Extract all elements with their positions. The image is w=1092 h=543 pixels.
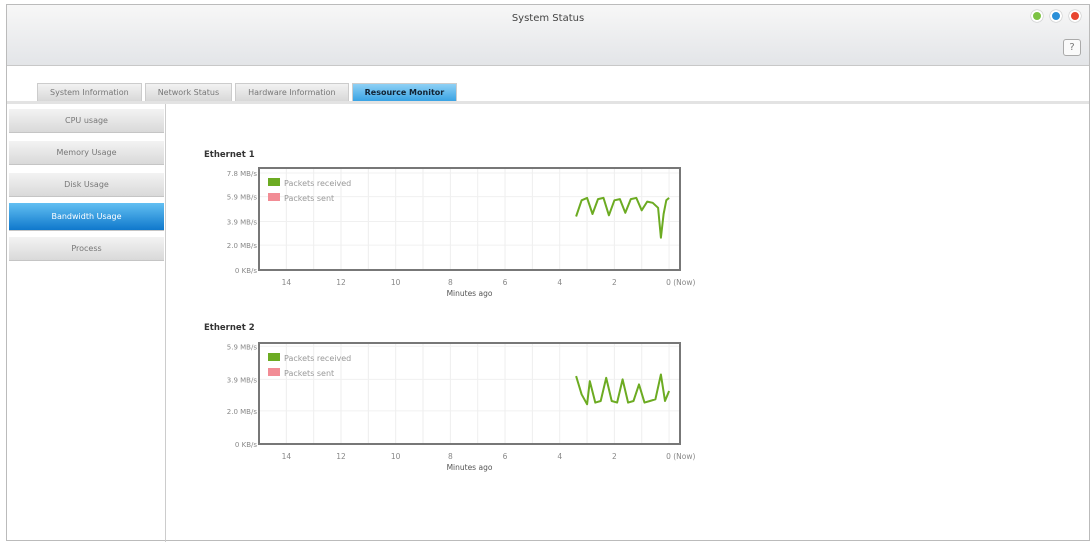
title-bar: System Status ?	[7, 5, 1089, 66]
x-tick-label: 8	[448, 278, 453, 287]
series-line-packets-received	[575, 196, 670, 239]
x-tick-label: 2	[612, 278, 617, 287]
x-tick-label: 4	[557, 278, 562, 287]
close-icon[interactable]	[1069, 10, 1081, 22]
sidebar-item-process[interactable]: Process	[9, 237, 164, 261]
x-tick-label: 12	[336, 278, 346, 287]
plot-border	[258, 167, 681, 271]
chart-title-ethernet-2: Ethernet 2	[204, 323, 255, 333]
sidebar-item-bandwidth-usage[interactable]: Bandwidth Usage	[9, 203, 164, 231]
tab-divider	[7, 101, 1089, 104]
plot-area	[259, 168, 680, 270]
x-tick-label: 6	[503, 278, 508, 287]
sidebar: CPU usage Memory Usage Disk Usage Bandwi…	[9, 104, 166, 542]
system-status-window: System Status ? System Information Netwo…	[6, 4, 1090, 542]
tab-bar: System Information Network Status Hardwa…	[37, 83, 458, 101]
sidebar-item-cpu-usage[interactable]: CPU usage	[9, 109, 164, 133]
legend-swatch	[268, 178, 280, 186]
y-tick-label: 3.9 MB/s	[227, 218, 258, 226]
maximize-icon[interactable]	[1050, 10, 1062, 22]
chart-title-ethernet-1: Ethernet 1	[204, 150, 255, 160]
x-tick-label: 10	[391, 278, 401, 287]
x-axis-label: Minutes ago	[447, 289, 493, 298]
y-tick-label: 7.8 MB/s	[227, 170, 258, 178]
y-tick-label: 0 KB/s	[235, 267, 257, 275]
tab-resource-monitor[interactable]: Resource Monitor	[351, 83, 458, 101]
tab-hardware-information[interactable]: Hardware Information	[235, 83, 349, 101]
y-tick-label: 5.9 MB/s	[227, 194, 258, 202]
sidebar-item-memory-usage[interactable]: Memory Usage	[9, 141, 164, 165]
tab-network-status[interactable]: Network Status	[144, 83, 233, 101]
x-tick-label: 14	[282, 278, 292, 287]
help-button[interactable]: ?	[1063, 39, 1081, 56]
window-title: System Status	[511, 13, 585, 24]
x-tick-label: 0 (Now)	[666, 278, 695, 287]
legend-label: Packets received	[284, 179, 351, 188]
sidebar-item-disk-usage[interactable]: Disk Usage	[9, 173, 164, 197]
legend-swatch	[268, 193, 280, 201]
tab-system-information[interactable]: System Information	[37, 83, 142, 101]
y-tick-label: 2.0 MB/s	[227, 242, 258, 250]
minimize-icon[interactable]	[1031, 10, 1043, 22]
legend-label: Packets sent	[284, 194, 334, 203]
